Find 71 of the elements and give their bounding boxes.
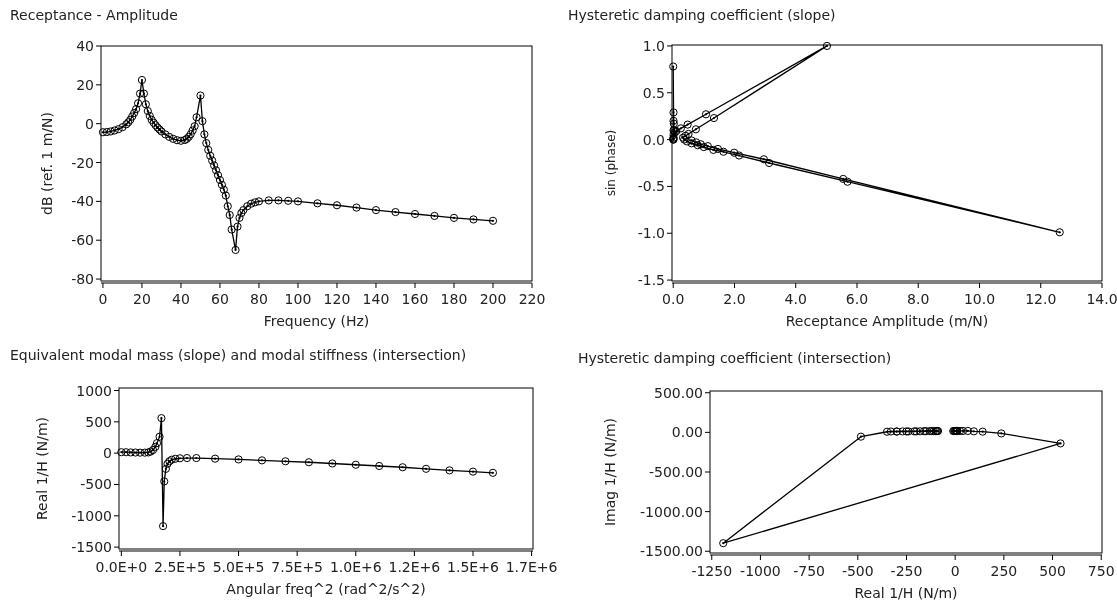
x-tick-label: -750	[793, 563, 826, 579]
x-tick-label: 180	[440, 291, 468, 307]
x-tick-label: 14.0	[1086, 291, 1117, 307]
x-tick-label: -1000	[740, 563, 781, 579]
y-tick-label: 0.0	[642, 131, 665, 148]
y-tick-label: -40	[71, 193, 94, 210]
y-tick-label: 20	[76, 76, 94, 93]
x-tick-label: 120	[323, 291, 351, 307]
y-tick-label: -60	[71, 232, 94, 249]
y-tick-label: -1.0	[637, 225, 665, 242]
y-tick-label: -500	[80, 476, 112, 493]
x-tick-label: 100	[284, 291, 312, 307]
x-tick-label: 0.0E+0	[95, 559, 148, 575]
x-tick-label: 2.0	[723, 291, 746, 307]
x-tick-label: 750	[1087, 563, 1115, 579]
x-axis-title: Angular freq^2 (rad^2/s^2)	[226, 581, 426, 597]
x-tick-label: 0	[950, 563, 960, 579]
x-tick-label: 200	[479, 291, 507, 307]
x-tick-label: 80	[250, 291, 268, 307]
y-tick-label: -1000	[71, 507, 112, 524]
x-tick-label: 220	[518, 291, 546, 307]
y-tick-label: 40	[76, 38, 94, 54]
y-tick-label: 0	[85, 115, 94, 132]
y-axis-title: dB (ref. 1 m/N)	[39, 112, 55, 215]
y-tick-label: -20	[71, 154, 94, 171]
x-tick-label: 1.2E+6	[388, 559, 441, 575]
x-tick-label: 500	[1039, 563, 1066, 579]
y-tick-label: 0.00	[671, 424, 703, 441]
y-tick-label: 500	[85, 413, 112, 430]
y-tick-label: 0	[103, 445, 112, 462]
x-tick-label: 60	[211, 291, 229, 307]
chart-title: Receptance - Amplitude	[10, 7, 178, 23]
x-tick-label: 140	[362, 291, 390, 307]
x-tick-label: 1.0E+6	[329, 559, 382, 575]
y-tick-label: -1000.00	[640, 503, 703, 520]
y-axis-title: sin (phase)	[604, 129, 618, 197]
x-axis-title: Receptance Amplitude (m/N)	[785, 313, 989, 329]
x-tick-label: 4.0	[784, 291, 807, 307]
x-tick-label: 8.0	[907, 291, 930, 307]
y-tick-label: -0.5	[637, 178, 665, 195]
y-tick-label: -1500	[71, 539, 112, 556]
chart-title: Hysteretic damping coefficient (slope)	[568, 7, 836, 23]
x-axis-title: Real 1/H (N/m)	[854, 585, 958, 601]
y-tick-label: -500.00	[648, 464, 703, 480]
y-tick-label: -80	[71, 271, 94, 288]
x-tick-label: 20	[133, 291, 151, 307]
y-axis-title: Real 1/H (N/m)	[34, 417, 50, 520]
x-tick-label: 2.5E+5	[154, 559, 206, 575]
x-tick-label: 12.0	[1025, 291, 1057, 307]
y-tick-label: -1.5	[637, 272, 665, 289]
x-tick-label: -250	[890, 563, 923, 579]
x-tick-label: 5.0E+5	[212, 559, 265, 575]
chart-title: Hysteretic damping coefficient (intersection)	[578, 350, 892, 366]
x-tick-label: 1.7E+6	[505, 559, 558, 575]
y-axis-title: Imag 1/H (N/m)	[602, 417, 618, 527]
y-tick-label: 1000	[76, 382, 112, 399]
y-tick-label: -1500.00	[640, 543, 703, 560]
chart-title: Equivalent modal mass (slope) and modal stiffness (intersection)	[10, 347, 467, 363]
x-tick-label: -1250	[691, 563, 733, 579]
y-tick-label: 500.00	[654, 384, 703, 401]
y-tick-label: 0.5	[642, 84, 665, 101]
x-axis-title: Frequency (Hz)	[263, 313, 370, 329]
x-tick-label: 7.5E+5	[271, 559, 324, 575]
x-tick-label: 10.0	[963, 291, 996, 307]
x-tick-label: 40	[172, 291, 190, 307]
y-tick-label: 1.0	[642, 37, 665, 54]
x-tick-label: 6.0	[845, 291, 869, 307]
x-tick-label: 160	[401, 291, 429, 307]
x-tick-label: -500	[841, 563, 874, 579]
x-tick-label: 1.5E+6	[447, 559, 499, 575]
x-tick-label: 250	[990, 563, 1018, 579]
